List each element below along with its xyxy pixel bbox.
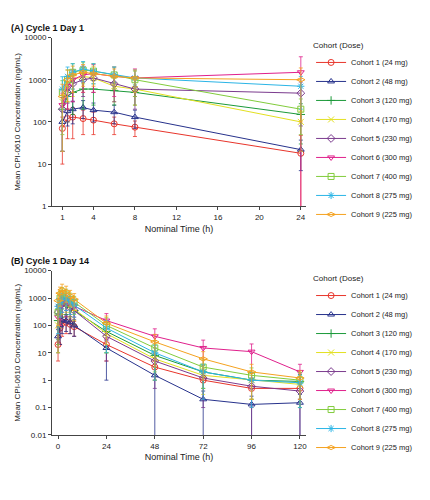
svg-text:Cohort 5 (230 mg): Cohort 5 (230 mg) [351, 134, 412, 143]
svg-text:Cohort (Dose): Cohort (Dose) [313, 274, 364, 283]
svg-text:Cohort 4 (170 mg): Cohort 4 (170 mg) [351, 348, 412, 357]
svg-text:Cohort 3 (120 mg): Cohort 3 (120 mg) [351, 329, 412, 338]
svg-text:Cohort 7 (400 mg): Cohort 7 (400 mg) [351, 172, 412, 181]
svg-text:Cohort 1 (24 mg): Cohort 1 (24 mg) [351, 58, 408, 67]
svg-text:1: 1 [42, 202, 47, 211]
svg-text:Cohort 8 (275 mg): Cohort 8 (275 mg) [351, 191, 412, 200]
svg-text:72: 72 [199, 442, 208, 451]
svg-text:Cohort (Dose): Cohort (Dose) [313, 41, 364, 50]
svg-text:Cohort 6 (300 mg): Cohort 6 (300 mg) [351, 153, 412, 162]
svg-text:Cohort 2 (48 mg): Cohort 2 (48 mg) [351, 77, 408, 86]
svg-text:120: 120 [293, 442, 307, 451]
svg-text:1: 1 [60, 213, 65, 222]
svg-text:10: 10 [37, 349, 46, 358]
svg-text:10000: 10000 [24, 266, 47, 275]
svg-text:Cohort 9 (225 mg): Cohort 9 (225 mg) [351, 443, 412, 452]
svg-text:(A) Cycle 1 Day 1: (A) Cycle 1 Day 1 [11, 23, 84, 33]
svg-text:96: 96 [247, 442, 256, 451]
svg-text:Cohort 8 (275 mg): Cohort 8 (275 mg) [351, 424, 412, 433]
svg-text:Cohort 4 (170 mg): Cohort 4 (170 mg) [351, 115, 412, 124]
svg-text:24: 24 [296, 213, 305, 222]
svg-text:20: 20 [255, 213, 264, 222]
svg-text:0: 0 [56, 442, 61, 451]
svg-text:Cohort 9 (225 mg): Cohort 9 (225 mg) [351, 210, 412, 219]
svg-text:10000: 10000 [24, 33, 47, 42]
svg-text:Cohort 5 (230 mg): Cohort 5 (230 mg) [351, 367, 412, 376]
svg-text:8: 8 [133, 213, 138, 222]
svg-text:Mean CPI-0610 Concentration (n: Mean CPI-0610 Concentration (ng/mL) [13, 284, 22, 422]
svg-text:1000: 1000 [29, 294, 47, 303]
svg-text:24: 24 [102, 442, 111, 451]
svg-text:Mean CPI-0610 Concentration (n: Mean CPI-0610 Concentration (ng/mL) [13, 53, 22, 191]
svg-text:48: 48 [150, 442, 159, 451]
svg-text:1000: 1000 [29, 76, 47, 85]
svg-text:Nominal Time (h): Nominal Time (h) [145, 452, 214, 462]
svg-text:0.01: 0.01 [31, 431, 47, 440]
svg-text:4: 4 [91, 213, 96, 222]
svg-text:Cohort 2 (48 mg): Cohort 2 (48 mg) [351, 310, 408, 319]
svg-text:Cohort 3 (120 mg): Cohort 3 (120 mg) [351, 96, 412, 105]
svg-text:Nominal Time (h): Nominal Time (h) [145, 224, 214, 234]
svg-text:10: 10 [37, 160, 46, 169]
svg-text:1: 1 [42, 376, 47, 385]
svg-text:100: 100 [33, 118, 47, 127]
svg-text:Cohort 1 (24 mg): Cohort 1 (24 mg) [351, 291, 408, 300]
svg-text:100: 100 [33, 321, 47, 330]
svg-text:16: 16 [213, 213, 222, 222]
svg-text:0.1: 0.1 [35, 403, 47, 412]
svg-text:Cohort 6 (300 mg): Cohort 6 (300 mg) [351, 386, 412, 395]
svg-text:Cohort 7 (400 mg): Cohort 7 (400 mg) [351, 405, 412, 414]
svg-text:(B) Cycle 1 Day 14: (B) Cycle 1 Day 14 [11, 256, 89, 266]
svg-text:12: 12 [172, 213, 181, 222]
